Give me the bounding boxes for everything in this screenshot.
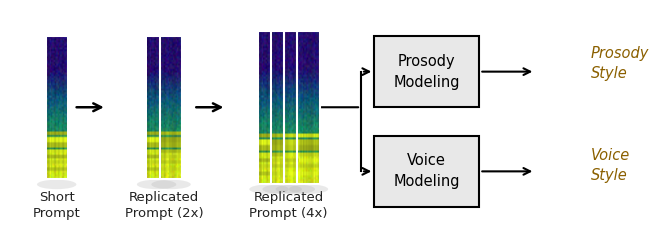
Text: Voice
Modeling: Voice Modeling (394, 153, 460, 189)
FancyBboxPatch shape (374, 136, 480, 207)
Text: Voice
Style: Voice Style (591, 148, 630, 183)
Ellipse shape (37, 180, 77, 189)
Text: Replicated
Prompt (4x): Replicated Prompt (4x) (249, 191, 328, 220)
FancyBboxPatch shape (374, 36, 480, 107)
Text: Prosody
Style: Prosody Style (591, 46, 650, 81)
Ellipse shape (275, 184, 315, 194)
Ellipse shape (249, 184, 289, 194)
Text: Replicated
Prompt (2x): Replicated Prompt (2x) (125, 191, 203, 220)
Text: Prosody
Modeling: Prosody Modeling (394, 54, 460, 90)
Ellipse shape (262, 184, 302, 194)
Ellipse shape (137, 180, 176, 189)
Text: Short
Prompt: Short Prompt (33, 191, 81, 220)
Ellipse shape (151, 180, 191, 189)
Ellipse shape (289, 184, 328, 194)
